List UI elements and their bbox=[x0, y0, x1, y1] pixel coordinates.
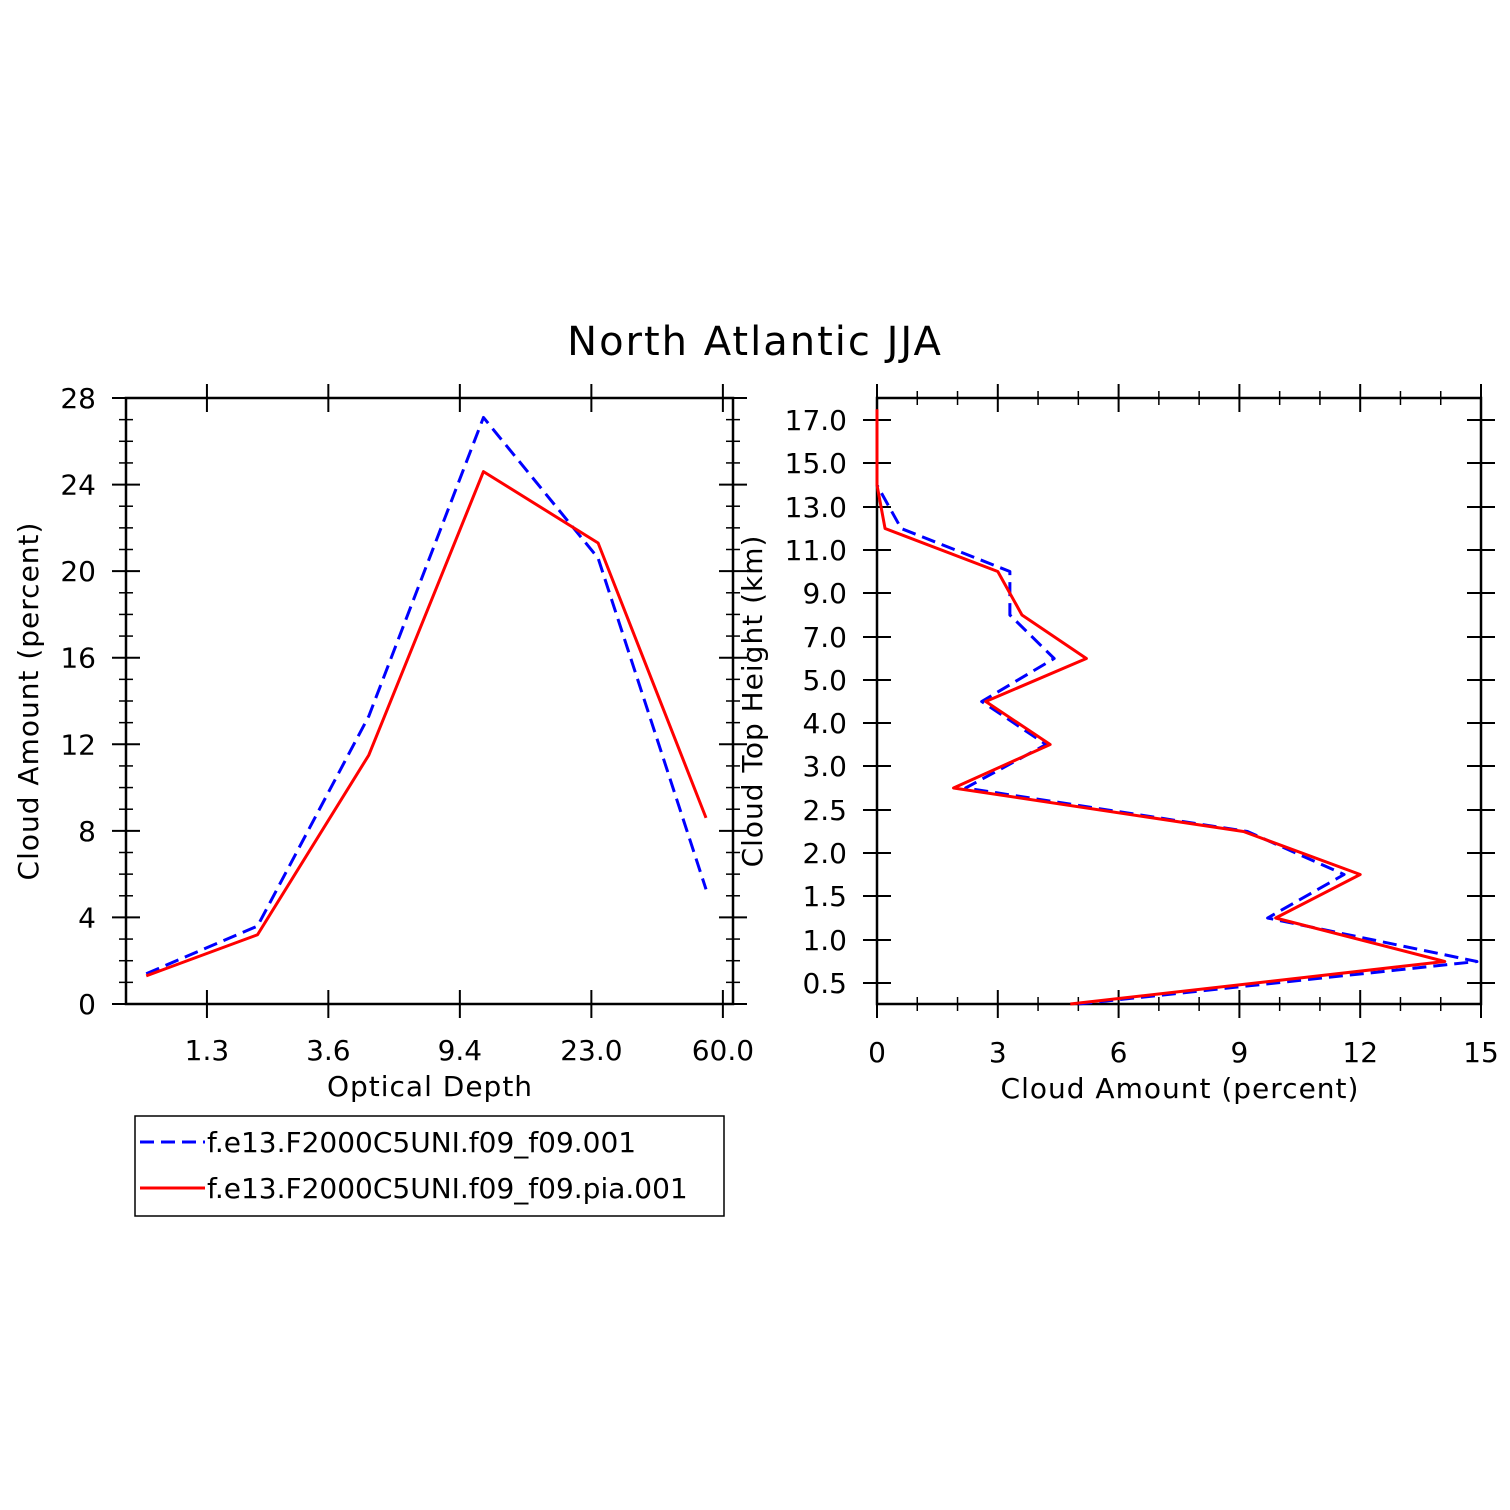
left-x-tick-labels: 1.3 3.6 9.4 23.0 60.0 bbox=[185, 1034, 754, 1067]
x-tick-label: 15 bbox=[1463, 1036, 1499, 1069]
right-y-axis-label: Cloud Top Height (km) bbox=[736, 535, 769, 868]
right-tick-marks bbox=[863, 384, 1495, 1018]
right-series-lines bbox=[875, 409, 1479, 1006]
x-tick-label: 3.6 bbox=[306, 1034, 351, 1067]
series-line-2 bbox=[145, 470, 708, 978]
series-line-1 bbox=[875, 409, 1479, 1006]
y-tick-label: 4.0 bbox=[802, 707, 847, 740]
y-tick-label: 11.0 bbox=[785, 534, 847, 567]
y-tick-label: 2.0 bbox=[802, 837, 847, 870]
left-x-axis-label: Optical Depth bbox=[327, 1070, 533, 1103]
x-tick-label: 12 bbox=[1342, 1036, 1378, 1069]
x-tick-label: 3 bbox=[989, 1036, 1007, 1069]
x-tick-label: 9.4 bbox=[438, 1034, 483, 1067]
y-tick-label: 16 bbox=[60, 642, 96, 675]
right-y-tick-labels: 0.5 1.0 1.5 2.0 2.5 3.0 4.0 5.0 7.0 9.0 11.0 13.0 15… bbox=[785, 404, 847, 1000]
left-y-axis-label: Cloud Amount (percent) bbox=[12, 522, 45, 881]
y-tick-label: 4 bbox=[78, 901, 96, 934]
x-tick-label: 6 bbox=[1110, 1036, 1128, 1069]
left-y-tick-labels: 0 4 8 12 16 20 24 28 bbox=[60, 382, 96, 1021]
left-plot-frame bbox=[124, 396, 735, 1006]
x-tick-label: 0 bbox=[868, 1036, 886, 1069]
legend-box bbox=[134, 1115, 725, 1217]
x-tick-label: 23.0 bbox=[560, 1034, 622, 1067]
y-tick-label: 5.0 bbox=[802, 664, 847, 697]
y-tick-label: 9.0 bbox=[802, 577, 847, 610]
y-tick-label: 3.0 bbox=[802, 750, 847, 783]
right-x-tick-labels: 0 3 6 9 12 15 bbox=[868, 1036, 1499, 1069]
y-tick-label: 12 bbox=[60, 728, 96, 761]
left-series-lines bbox=[145, 415, 708, 978]
left-chart: 0 4 8 12 16 20 24 28 1.3 3.6 9.4 23.0 60.0 Optical … bbox=[12, 382, 754, 1103]
series-line-2 bbox=[875, 409, 1447, 1006]
y-tick-label: 15.0 bbox=[785, 447, 847, 480]
y-tick-label: 7.0 bbox=[802, 621, 847, 654]
x-tick-label: 1.3 bbox=[185, 1034, 230, 1067]
legend-label-1: f.e13.F2000C5UNI.f09_f09.001 bbox=[207, 1126, 636, 1159]
y-tick-label: 28 bbox=[60, 382, 96, 415]
right-x-axis-label: Cloud Amount (percent) bbox=[1001, 1072, 1360, 1105]
y-tick-label: 13.0 bbox=[785, 491, 847, 524]
right-chart: 0.5 1.0 1.5 2.0 2.5 3.0 4.0 5.0 7.0 9.0 11.0 13.0 15… bbox=[736, 384, 1499, 1105]
y-tick-label: 2.5 bbox=[802, 794, 847, 827]
y-tick-label: 8 bbox=[78, 815, 96, 848]
y-tick-label: 1.5 bbox=[802, 880, 847, 913]
x-tick-label: 9 bbox=[1230, 1036, 1248, 1069]
series-line-1 bbox=[145, 415, 708, 976]
legend-label-2: f.e13.F2000C5UNI.f09_f09.pia.001 bbox=[207, 1172, 688, 1205]
y-tick-label: 0.5 bbox=[802, 967, 847, 1000]
y-tick-label: 24 bbox=[60, 469, 96, 502]
y-tick-label: 0 bbox=[78, 988, 96, 1021]
right-plot-frame bbox=[875, 396, 1483, 1006]
left-tick-marks bbox=[112, 384, 747, 1018]
figure-title: North Atlantic JJA bbox=[567, 319, 943, 365]
legend: f.e13.F2000C5UNI.f09_f09.001 f.e13.F2000… bbox=[134, 1115, 725, 1217]
y-tick-label: 17.0 bbox=[785, 404, 847, 437]
y-tick-label: 1.0 bbox=[802, 924, 847, 957]
y-tick-label: 20 bbox=[60, 555, 96, 588]
x-tick-label: 60.0 bbox=[692, 1034, 754, 1067]
